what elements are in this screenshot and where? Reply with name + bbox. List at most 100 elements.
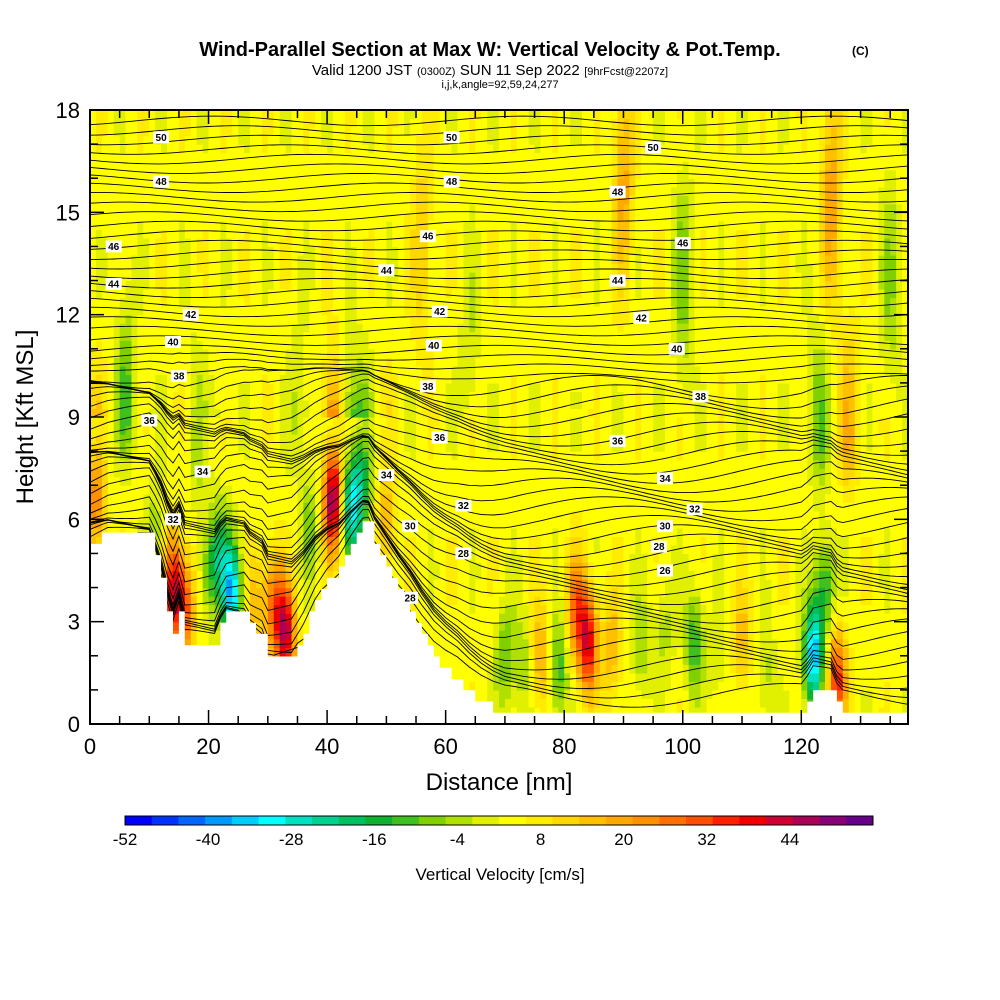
- w-cell: [273, 485, 281, 495]
- w-cell: [350, 220, 358, 230]
- w-cell: [493, 417, 500, 427]
- w-cell: [475, 127, 482, 137]
- w-cell: [285, 638, 293, 648]
- w-cell: [398, 340, 405, 350]
- w-cell: [439, 365, 447, 375]
- w-cell: [421, 144, 429, 154]
- w-cell: [285, 579, 293, 589]
- w-cell: [196, 561, 204, 572]
- w-cell: [338, 331, 346, 341]
- w-cell: [226, 186, 233, 196]
- w-cell: [202, 237, 210, 248]
- w-cell: [255, 451, 263, 461]
- w-cell: [457, 561, 465, 572]
- w-cell: [321, 186, 328, 196]
- w-cell: [279, 331, 287, 341]
- w-cell: [398, 306, 405, 316]
- w-cell: [309, 169, 316, 179]
- w-cell: [267, 434, 275, 444]
- w-cell: [410, 203, 417, 213]
- w-cell: [267, 519, 275, 529]
- w-cell: [107, 306, 115, 316]
- w-cell: [451, 280, 459, 290]
- w-cell: [321, 382, 328, 393]
- w-cell: [439, 442, 447, 452]
- w-cell: [321, 365, 328, 375]
- w-cell: [481, 655, 488, 665]
- w-cell: [279, 596, 287, 606]
- w-cell: [90, 476, 97, 486]
- w-cell: [261, 212, 269, 222]
- w-cell: [410, 485, 417, 495]
- w-cell: [178, 425, 186, 435]
- w-cell: [131, 254, 139, 265]
- w-cell: [392, 502, 399, 512]
- w-cell: [421, 510, 429, 520]
- w-cell: [291, 442, 299, 452]
- w-cell: [439, 553, 447, 563]
- w-cell: [161, 417, 168, 427]
- w-cell: [95, 314, 103, 324]
- w-cell: [475, 621, 482, 631]
- w-cell: [220, 561, 227, 572]
- w-cell: [161, 340, 168, 350]
- w-cell: [137, 161, 144, 171]
- w-cell: [392, 570, 399, 580]
- w-cell: [356, 340, 364, 350]
- w-cell: [374, 502, 382, 512]
- w-cell: [273, 399, 281, 410]
- w-cell: [95, 451, 103, 461]
- w-cell: [297, 212, 304, 222]
- w-cell: [107, 459, 115, 469]
- w-cell: [202, 331, 210, 341]
- w-cell: [137, 442, 144, 452]
- w-cell: [416, 417, 423, 427]
- w-cell: [244, 203, 251, 213]
- w-cell: [475, 237, 482, 248]
- w-cell: [380, 195, 387, 205]
- w-cell: [475, 579, 482, 589]
- w-cell: [190, 468, 198, 478]
- w-cell: [90, 280, 97, 290]
- w-cell: [475, 229, 482, 239]
- w-cell: [279, 263, 287, 273]
- w-cell: [350, 280, 358, 290]
- w-cell: [226, 442, 233, 452]
- w-cell: [125, 340, 133, 350]
- w-cell: [493, 195, 500, 205]
- w-cell: [404, 348, 411, 358]
- w-cell: [119, 220, 127, 230]
- w-cell: [261, 237, 269, 248]
- w-cell: [374, 280, 382, 290]
- w-cell: [220, 263, 227, 273]
- w-cell: [137, 434, 144, 444]
- w-cell: [427, 493, 435, 503]
- w-cell: [107, 493, 115, 503]
- w-cell: [344, 331, 352, 341]
- w-cell: [427, 297, 435, 307]
- w-cell: [404, 127, 411, 137]
- w-cell: [421, 272, 429, 282]
- w-cell: [475, 570, 482, 580]
- w-cell: [368, 425, 376, 435]
- w-cell: [202, 169, 210, 179]
- w-cell: [421, 152, 429, 162]
- w-cell: [350, 417, 358, 427]
- w-cell: [107, 485, 115, 495]
- w-cell: [161, 510, 168, 520]
- w-cell: [475, 417, 482, 427]
- w-cell: [481, 451, 488, 461]
- w-cell: [410, 110, 417, 120]
- w-cell: [386, 434, 393, 444]
- w-cell: [196, 596, 204, 606]
- w-cell: [416, 178, 423, 188]
- w-cell: [463, 510, 470, 520]
- w-cell: [226, 425, 233, 435]
- w-cell: [202, 399, 210, 410]
- w-cell: [101, 382, 109, 393]
- w-cell: [220, 434, 227, 444]
- w-cell: [107, 391, 115, 401]
- w-cell: [119, 485, 127, 495]
- w-cell: [261, 348, 269, 358]
- w-cell: [250, 297, 257, 307]
